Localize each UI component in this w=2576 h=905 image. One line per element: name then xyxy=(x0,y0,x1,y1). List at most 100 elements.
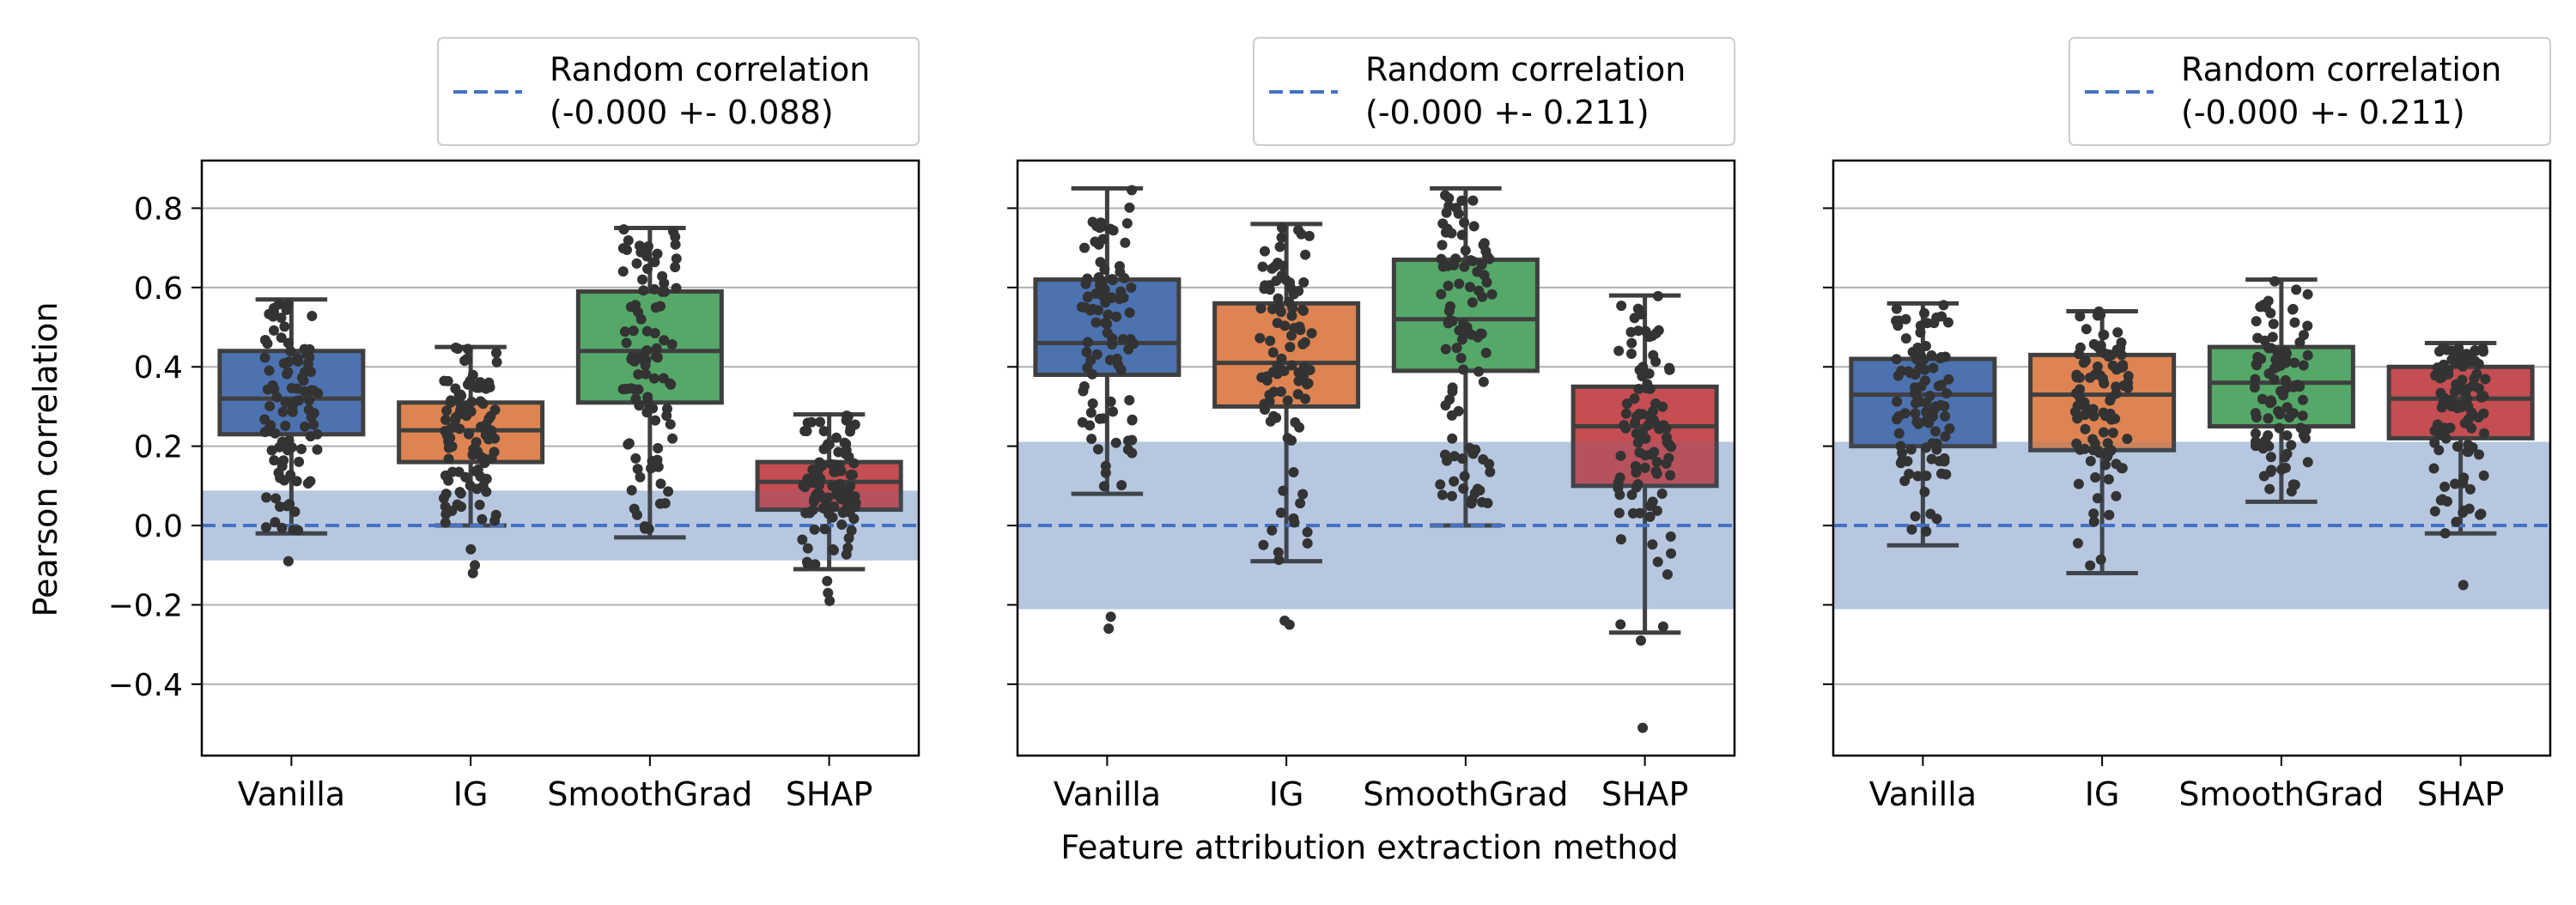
data-point xyxy=(1939,456,1950,467)
data-point xyxy=(453,343,464,355)
data-point xyxy=(1117,334,1128,345)
data-point xyxy=(440,501,451,513)
data-point xyxy=(1446,490,1457,501)
data-point xyxy=(1293,375,1304,386)
data-point xyxy=(2095,309,2106,320)
data-point xyxy=(1931,444,1942,455)
data-point xyxy=(1893,320,1904,331)
data-point xyxy=(1298,305,1309,316)
data-point xyxy=(2095,340,2106,351)
data-point xyxy=(1451,343,1462,354)
data-point xyxy=(2437,494,2448,505)
data-point xyxy=(1935,353,1946,364)
data-point xyxy=(261,492,272,503)
data-point xyxy=(276,332,287,343)
data-point xyxy=(643,523,654,534)
data-point xyxy=(462,343,473,355)
data-point xyxy=(1458,364,1469,375)
data-point xyxy=(474,500,485,511)
data-point xyxy=(647,455,658,466)
data-point xyxy=(298,375,309,386)
data-point xyxy=(1909,382,1920,393)
data-point xyxy=(2289,357,2300,368)
data-point xyxy=(1108,406,1119,417)
data-point xyxy=(1456,229,1467,240)
data-point xyxy=(1900,333,1911,344)
data-point xyxy=(1467,195,1479,206)
legend-detail: (-0.000 +- 0.211) xyxy=(2181,94,2465,131)
data-point xyxy=(260,522,271,533)
data-point xyxy=(1261,375,1273,386)
data-point xyxy=(1302,538,1313,549)
data-point xyxy=(1284,296,1295,307)
data-point xyxy=(270,428,281,439)
data-point xyxy=(1925,508,1936,519)
data-point xyxy=(2250,428,2261,439)
data-point xyxy=(840,448,851,459)
data-point xyxy=(276,313,287,324)
data-point xyxy=(2263,413,2274,424)
data-point xyxy=(2117,361,2129,373)
data-point xyxy=(659,498,671,509)
data-point xyxy=(630,452,641,464)
data-point xyxy=(269,302,280,313)
data-point xyxy=(809,524,820,535)
legend-box xyxy=(1253,37,1735,146)
data-point xyxy=(1264,389,1275,400)
data-point xyxy=(264,401,276,412)
data-point xyxy=(1613,345,1625,356)
data-point xyxy=(1127,434,1138,446)
data-point xyxy=(1477,291,1488,302)
data-point xyxy=(1286,360,1297,371)
data-point xyxy=(1083,291,1094,302)
data-point xyxy=(848,513,860,525)
data-point xyxy=(1105,396,1116,407)
data-point xyxy=(2458,361,2469,372)
data-point xyxy=(454,487,465,498)
data-point xyxy=(1303,230,1315,241)
data-point xyxy=(1651,468,1662,479)
data-point xyxy=(829,501,840,513)
data-point xyxy=(1481,276,1492,288)
y-tick-label: 0.4 xyxy=(134,350,183,386)
data-point xyxy=(1893,370,1904,381)
data-point xyxy=(1111,311,1122,322)
data-point xyxy=(1456,334,1467,345)
data-point xyxy=(1484,459,1495,470)
data-point xyxy=(2095,554,2106,565)
data-point xyxy=(2093,447,2105,459)
data-point xyxy=(1919,486,1930,497)
data-point xyxy=(1920,341,1931,352)
data-point xyxy=(1633,384,1644,395)
data-point xyxy=(1259,246,1270,257)
data-point xyxy=(819,524,830,535)
data-point xyxy=(1442,260,1453,271)
data-point xyxy=(1275,386,1286,398)
data-point xyxy=(2302,457,2313,468)
data-point xyxy=(294,456,305,467)
data-point xyxy=(489,515,501,526)
data-point xyxy=(1278,260,1289,271)
data-point xyxy=(1103,309,1114,320)
data-point xyxy=(1300,393,1311,404)
data-point xyxy=(1900,313,1911,325)
data-point xyxy=(1288,289,1299,300)
data-point xyxy=(2291,284,2302,295)
data-point xyxy=(1450,203,1461,214)
data-point xyxy=(1656,488,1668,499)
data-point xyxy=(1629,393,1640,404)
data-point xyxy=(2476,508,2487,519)
data-point xyxy=(484,431,495,442)
data-point xyxy=(2263,430,2274,441)
data-point xyxy=(1091,288,1102,299)
data-point xyxy=(827,512,838,523)
data-point xyxy=(1435,479,1446,490)
data-point xyxy=(626,354,637,365)
data-point xyxy=(289,396,301,407)
data-point xyxy=(282,368,293,380)
data-point xyxy=(649,328,660,339)
data-point xyxy=(1458,483,1469,494)
data-point xyxy=(2249,382,2260,393)
data-point xyxy=(1111,353,1122,364)
data-point xyxy=(2451,516,2462,527)
